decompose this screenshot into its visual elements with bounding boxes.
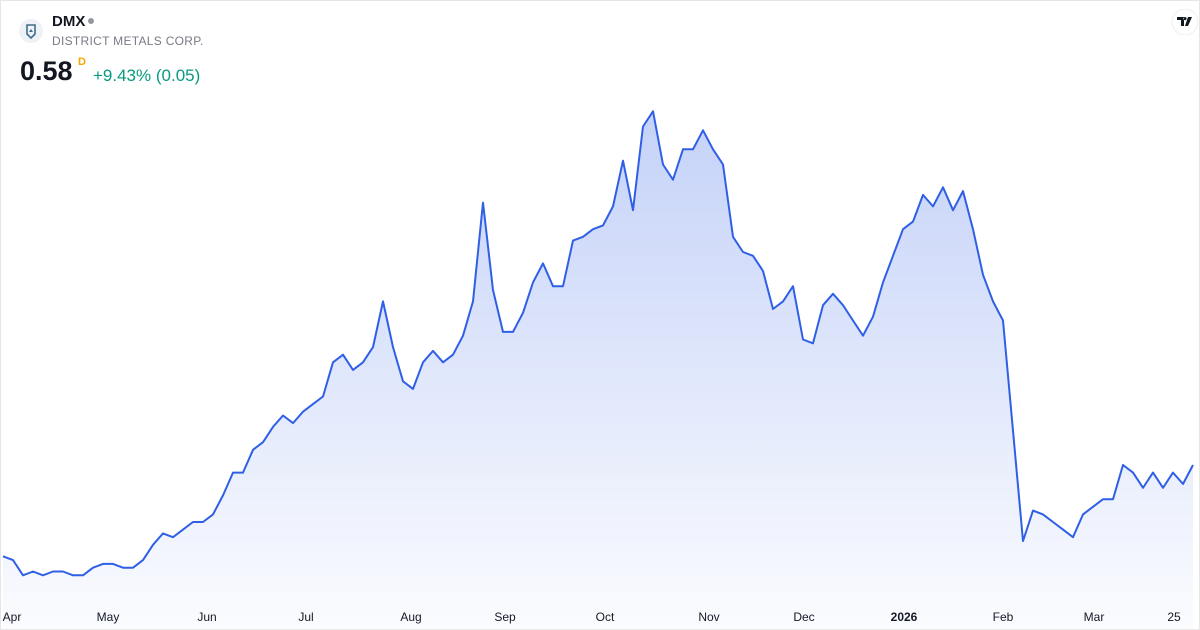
area [3,111,1193,629]
tv-logo[interactable] [1171,9,1199,35]
interval: D [78,56,86,68]
price: 0.58 [20,56,73,86]
status-dot [88,18,94,24]
company-name: DISTRICT METALS CORP. [52,34,204,48]
price-change: +9.43% (0.05) [93,66,201,85]
symbol: DMX [52,13,86,30]
company-logo [19,19,43,43]
price-line [2,110,1194,577]
